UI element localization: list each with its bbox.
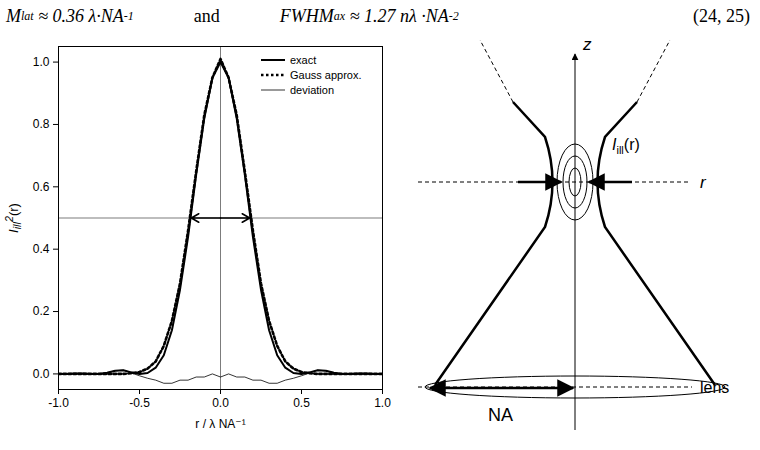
svg-text:0.6: 0.6: [33, 180, 50, 194]
html-text:FWHMax≈ 1.27 nλ ·NA-2: FWHMax≈ 1.27 nλ ·NA-2: [279, 5, 459, 26]
svg-text:1.0: 1.0: [374, 396, 391, 410]
html-text:exact: exact: [290, 53, 317, 66]
svg-text:-0.5: -0.5: [129, 396, 150, 410]
html-text:I: I: [5, 228, 21, 233]
svg-text:0.4: 0.4: [33, 242, 50, 256]
svg-text:-1.0: -1.0: [48, 396, 69, 410]
svg-text:0.0: 0.0: [212, 396, 229, 410]
html-text:Mlat≈ 0.36 λ·NA-1: Mlat≈ 0.36 λ·NA-1: [6, 5, 134, 26]
svg-text:0.2: 0.2: [33, 304, 50, 318]
svg-text:Iill(r): Iill(r): [612, 136, 640, 156]
html-text:Gauss approx.: Gauss approx.: [290, 68, 362, 81]
svg-text:lens: lens: [700, 379, 730, 396]
html-text:(r): (r): [5, 202, 21, 216]
svg-text:0.8: 0.8: [33, 117, 50, 131]
svg-text:r: r: [700, 173, 707, 192]
html-text:2: 2: [2, 215, 15, 222]
svg-text:z: z: [582, 35, 592, 54]
html-text:ill: ill: [11, 221, 24, 229]
html-text:deviation: deviation: [290, 83, 334, 96]
svg-text:0.5: 0.5: [293, 396, 310, 410]
svg-text:NA: NA: [488, 405, 513, 425]
svg-text:r / λ NA⁻¹: r / λ NA⁻¹: [195, 417, 245, 431]
html-text:and: and: [193, 5, 220, 26]
svg-text:1.0: 1.0: [33, 55, 50, 69]
html-text:(24, 25): (24, 25): [693, 5, 750, 26]
svg-text:0.0: 0.0: [33, 367, 50, 381]
